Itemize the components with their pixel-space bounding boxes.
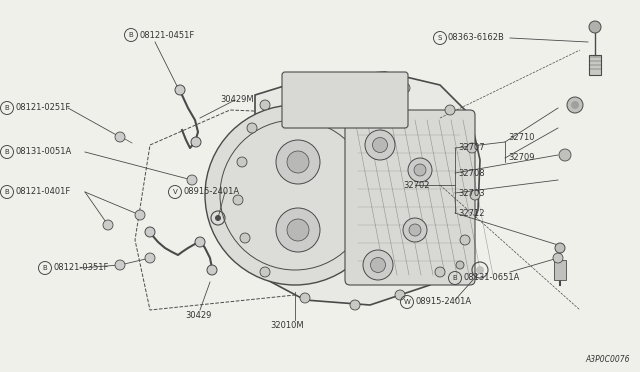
Circle shape bbox=[363, 250, 393, 280]
Text: 32707: 32707 bbox=[458, 144, 484, 153]
Text: 08363-6162B: 08363-6162B bbox=[448, 33, 505, 42]
Circle shape bbox=[470, 190, 480, 200]
Circle shape bbox=[571, 101, 579, 109]
Circle shape bbox=[287, 151, 309, 173]
FancyBboxPatch shape bbox=[345, 110, 475, 285]
Circle shape bbox=[237, 157, 247, 167]
Circle shape bbox=[589, 21, 601, 33]
Circle shape bbox=[135, 210, 145, 220]
Text: 08121-0251F: 08121-0251F bbox=[15, 103, 70, 112]
Circle shape bbox=[215, 215, 221, 221]
Circle shape bbox=[115, 132, 125, 142]
Circle shape bbox=[435, 267, 445, 277]
Text: 08121-0451F: 08121-0451F bbox=[139, 31, 195, 39]
Text: 30429: 30429 bbox=[185, 311, 211, 320]
Circle shape bbox=[295, 77, 305, 87]
Text: B: B bbox=[129, 32, 133, 38]
Circle shape bbox=[445, 105, 455, 115]
Text: W: W bbox=[404, 299, 410, 305]
Text: 08915-2401A: 08915-2401A bbox=[183, 187, 239, 196]
Circle shape bbox=[467, 143, 477, 153]
Circle shape bbox=[372, 138, 387, 153]
Text: 32703: 32703 bbox=[458, 189, 484, 198]
Text: 08131-0051A: 08131-0051A bbox=[15, 148, 71, 157]
Circle shape bbox=[476, 266, 484, 274]
Circle shape bbox=[287, 219, 309, 241]
FancyBboxPatch shape bbox=[282, 72, 408, 128]
Text: 08915-2401A: 08915-2401A bbox=[415, 298, 471, 307]
Circle shape bbox=[555, 243, 565, 253]
Text: V: V bbox=[173, 189, 177, 195]
Text: B: B bbox=[4, 149, 10, 155]
Circle shape bbox=[395, 290, 405, 300]
Circle shape bbox=[460, 235, 470, 245]
Circle shape bbox=[233, 195, 243, 205]
Text: 32708: 32708 bbox=[458, 169, 484, 177]
Polygon shape bbox=[232, 72, 480, 305]
Circle shape bbox=[103, 220, 113, 230]
Circle shape bbox=[205, 105, 385, 285]
Circle shape bbox=[175, 85, 185, 95]
Text: A3P0C0076: A3P0C0076 bbox=[586, 355, 630, 364]
Text: 08121-0351F: 08121-0351F bbox=[53, 263, 108, 273]
Text: 32702: 32702 bbox=[403, 180, 429, 189]
Circle shape bbox=[371, 257, 385, 273]
Circle shape bbox=[403, 218, 427, 242]
Text: S: S bbox=[438, 35, 442, 41]
Text: 32710: 32710 bbox=[508, 134, 534, 142]
Circle shape bbox=[414, 164, 426, 176]
Circle shape bbox=[350, 300, 360, 310]
Circle shape bbox=[260, 267, 270, 277]
Text: 32709: 32709 bbox=[508, 154, 534, 163]
Circle shape bbox=[260, 100, 270, 110]
Circle shape bbox=[247, 123, 257, 133]
Circle shape bbox=[207, 265, 217, 275]
Text: 30429M: 30429M bbox=[220, 96, 253, 105]
Circle shape bbox=[456, 261, 464, 269]
Circle shape bbox=[187, 175, 197, 185]
Circle shape bbox=[145, 253, 155, 263]
Circle shape bbox=[365, 130, 395, 160]
Circle shape bbox=[300, 293, 310, 303]
Circle shape bbox=[400, 83, 410, 93]
Circle shape bbox=[195, 237, 205, 247]
Circle shape bbox=[276, 140, 320, 184]
Text: B: B bbox=[452, 275, 458, 281]
Text: 08121-0401F: 08121-0401F bbox=[15, 187, 70, 196]
Circle shape bbox=[145, 227, 155, 237]
Circle shape bbox=[240, 233, 250, 243]
Circle shape bbox=[408, 158, 432, 182]
Circle shape bbox=[115, 260, 125, 270]
Circle shape bbox=[409, 224, 421, 236]
Bar bbox=[589, 55, 601, 75]
Text: 08131-0651A: 08131-0651A bbox=[463, 273, 520, 282]
Circle shape bbox=[276, 208, 320, 252]
Circle shape bbox=[559, 149, 571, 161]
Bar bbox=[554, 260, 566, 280]
Text: 32712: 32712 bbox=[458, 208, 484, 218]
Circle shape bbox=[553, 253, 563, 263]
Circle shape bbox=[191, 137, 201, 147]
Circle shape bbox=[350, 73, 360, 83]
Text: B: B bbox=[43, 265, 47, 271]
Circle shape bbox=[567, 97, 583, 113]
Text: B: B bbox=[4, 189, 10, 195]
Text: 32010M: 32010M bbox=[270, 321, 303, 330]
Text: B: B bbox=[4, 105, 10, 111]
